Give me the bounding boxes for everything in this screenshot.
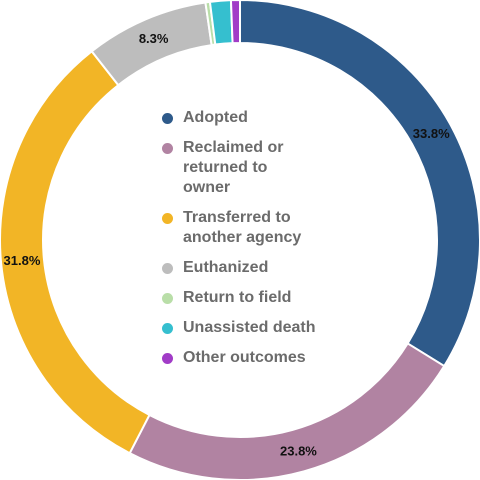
legend-item: Other outcomes bbox=[162, 348, 352, 368]
legend-item: Unassisted death bbox=[162, 318, 352, 338]
legend-swatch-icon bbox=[162, 323, 173, 334]
data-label-euthanized: 8.3% bbox=[139, 31, 169, 46]
legend-item: Transferred to another agency bbox=[162, 208, 352, 248]
legend-label: Reclaimed or returned to owner bbox=[183, 139, 284, 196]
legend-item: Return to field bbox=[162, 288, 352, 308]
legend-item: Euthanized bbox=[162, 258, 352, 278]
slice-other-outcomes bbox=[229, 0, 241, 45]
legend-swatch-icon bbox=[162, 113, 173, 124]
legend-swatch-icon bbox=[162, 293, 173, 304]
legend-swatch-icon bbox=[162, 353, 173, 364]
legend-swatch-icon bbox=[162, 143, 173, 154]
legend-label: Unassisted death bbox=[183, 319, 316, 336]
legend-item: Reclaimed or returned to owner bbox=[162, 138, 352, 198]
legend-swatch-icon bbox=[162, 213, 173, 224]
legend-swatch-icon bbox=[162, 263, 173, 274]
legend-label: Other outcomes bbox=[183, 349, 306, 366]
legend-item: Adopted bbox=[162, 108, 352, 128]
legend-label: Return to field bbox=[183, 289, 292, 306]
legend-label: Adopted bbox=[183, 109, 248, 126]
data-label-reclaimed-or-returned-to-owner: 23.8% bbox=[280, 444, 317, 459]
legend-label: Euthanized bbox=[183, 259, 269, 276]
data-label-transferred-to-another-agency: 31.8% bbox=[4, 253, 41, 268]
legend-label: Transferred to another agency bbox=[183, 209, 302, 246]
chart-legend: Adopted Reclaimed or returned to owner Tra… bbox=[162, 108, 352, 378]
data-label-adopted: 33.8% bbox=[413, 126, 450, 141]
